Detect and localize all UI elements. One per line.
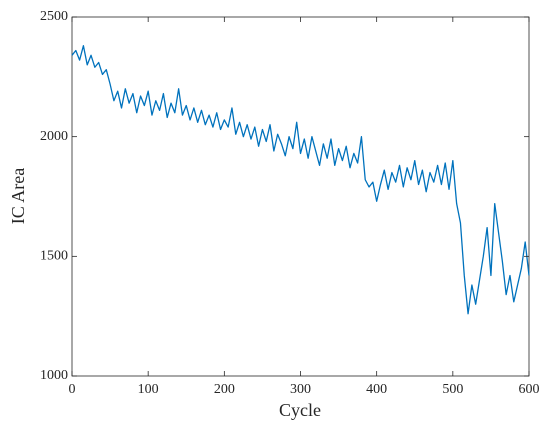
x-axis-label: Cycle — [279, 400, 321, 420]
x-tick-label: 0 — [69, 382, 76, 397]
x-tick-label: 600 — [519, 382, 540, 397]
y-tick-label: 1500 — [40, 249, 68, 264]
plot-frame — [71, 16, 530, 377]
y-axis-label: IC Area — [8, 168, 28, 224]
y-tick-label: 2000 — [40, 129, 68, 144]
data-line — [71, 45, 530, 315]
x-tick-label: 500 — [442, 382, 463, 397]
x-tick-label: 400 — [366, 382, 387, 397]
x-tick-label: 200 — [214, 382, 235, 397]
x-tick-label: 300 — [290, 382, 311, 397]
y-tick-label: 2500 — [40, 9, 68, 24]
y-tick-label: 1000 — [40, 368, 68, 383]
x-tick-label: 100 — [138, 382, 159, 397]
